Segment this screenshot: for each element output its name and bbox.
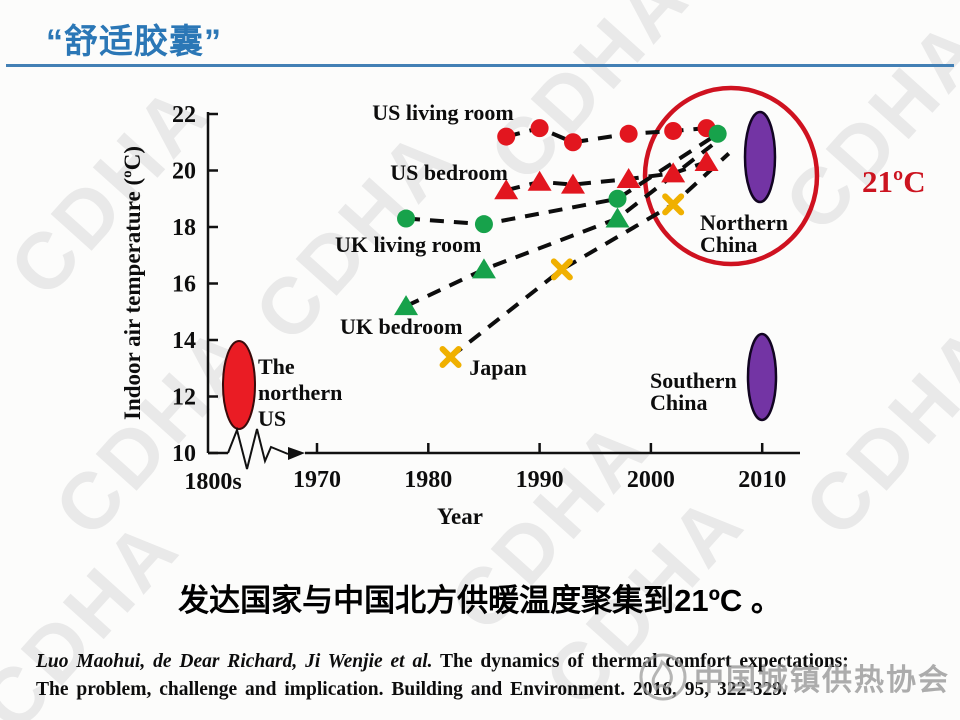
- marker-uk-living-room: [608, 189, 627, 208]
- citation-line1: Luo Maohui, de Dear Richard, Ji Wenjie e…: [36, 648, 956, 676]
- label-northern-us-line2: northern: [258, 380, 342, 405]
- series-line-uk-living-room: [405, 132, 719, 227]
- marker-japan: [439, 345, 462, 368]
- marker-us-bedroom: [616, 167, 641, 188]
- series-markers: [394, 119, 727, 368]
- marker-us-bedroom: [527, 170, 552, 191]
- association-logo-icon: [639, 653, 687, 701]
- label-northern-us-line1: The: [258, 354, 295, 379]
- label-uk-living-room: UK living room: [335, 232, 481, 257]
- page-title: “舒适胶囊”: [46, 23, 222, 61]
- label-southern-china-line2: China: [650, 390, 707, 415]
- y-tick-label-12: 12: [172, 385, 196, 411]
- y-axis-title: Indoor air temperature (ºC): [120, 146, 145, 420]
- marker-us-living-room: [563, 133, 582, 152]
- southern-china-ellipse: [746, 332, 778, 422]
- y-tick-label-18: 18: [172, 215, 196, 241]
- marker-us-living-room: [664, 121, 683, 140]
- marker-us-bedroom: [694, 151, 719, 172]
- marker-uk-living-room: [397, 209, 416, 228]
- marker-us-living-room: [497, 127, 516, 146]
- label-us-bedroom: US bedroom: [390, 160, 508, 185]
- tick-marks: [208, 112, 764, 455]
- marker-us-bedroom: [560, 173, 585, 194]
- marker-uk-living-room: [708, 124, 727, 143]
- x-tick-label-2000: 2000: [627, 467, 675, 493]
- axis-break-arrow: [288, 447, 305, 460]
- x-axis-break-label: 1800s: [184, 469, 241, 495]
- x-tick-label-1990: 1990: [516, 467, 564, 493]
- marker-uk-living-room: [474, 215, 493, 234]
- y-tick-label-22: 22: [172, 102, 196, 128]
- marker-uk-bedroom: [605, 207, 630, 228]
- marker-us-bedroom: [661, 162, 686, 183]
- tick-labels: 1970 1980 1990 2000 2010 22 20 18 16 14 12 10: [172, 102, 786, 493]
- x-tick-label-2010: 2010: [738, 467, 786, 493]
- slide-caption: 发达国家与中国北方供暖温度聚集到21ºC 。: [178, 583, 782, 618]
- axis-break-zigzag: [227, 426, 289, 470]
- convergence-highlight-circle: [642, 85, 820, 267]
- marker-us-living-room: [619, 124, 638, 143]
- marker-japan: [662, 193, 685, 216]
- target-temperature-label: 21ºC: [862, 164, 926, 199]
- y-tick-label-10: 10: [172, 441, 196, 467]
- y-tick-label-16: 16: [172, 272, 196, 298]
- northern-us-ellipse: [222, 340, 256, 430]
- marker-japan: [550, 258, 573, 281]
- citation: Luo Maohui, de Dear Richard, Ji Wenjie e…: [36, 648, 956, 704]
- citation-title: The dynamics of thermal comfort expectat…: [440, 651, 849, 672]
- northern-china-ellipse: [743, 110, 777, 204]
- citation-authors: Luo Maohui, de Dear Richard, Ji Wenjie e…: [36, 651, 433, 672]
- label-northern-china-line2: China: [700, 232, 757, 257]
- x-axis-title: Year: [437, 504, 483, 529]
- marker-us-living-room: [530, 119, 549, 138]
- association-watermark: 中国城镇供热协会: [636, 650, 950, 704]
- citation-line2: The problem, challenge and implication. …: [36, 679, 787, 700]
- marker-us-bedroom: [494, 179, 519, 200]
- label-uk-bedroom: UK bedroom: [340, 314, 462, 339]
- y-tick-label-14: 14: [172, 328, 196, 354]
- x-tick-label-1980: 1980: [404, 467, 452, 493]
- label-japan: Japan: [469, 355, 526, 380]
- marker-uk-bedroom: [394, 295, 419, 316]
- x-tick-label-1970: 1970: [293, 467, 341, 493]
- label-southern-china-line1: Southern: [650, 368, 737, 393]
- label-us-living-room: US living room: [372, 100, 513, 125]
- association-name: 中国城镇供热协会: [694, 664, 950, 697]
- marker-uk-bedroom: [471, 258, 496, 279]
- label-northern-china-line1: Northern: [700, 210, 788, 235]
- y-tick-label-20: 20: [172, 159, 196, 185]
- label-northern-us-line3: US: [258, 406, 286, 431]
- header-divider: [6, 64, 954, 67]
